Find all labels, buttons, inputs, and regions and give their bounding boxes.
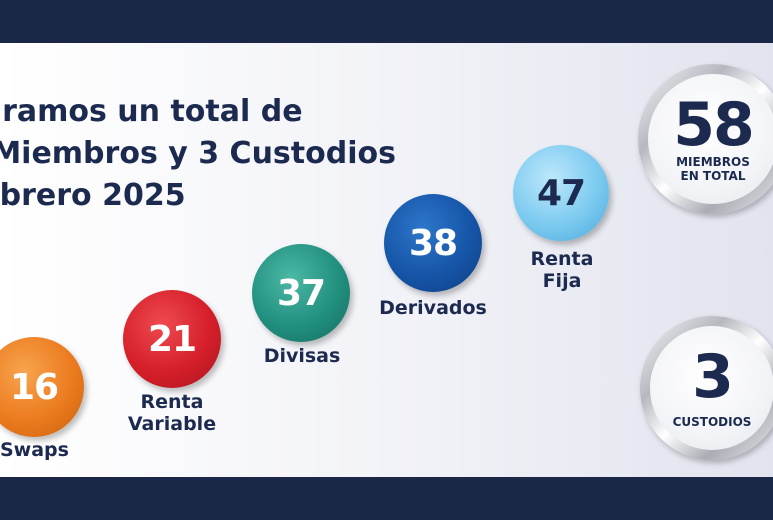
custodians-badge: 3 CUSTODIOS <box>640 316 773 460</box>
divisas-count: 37 <box>276 272 326 314</box>
renta-variable-label: Renta Variable <box>127 391 217 435</box>
renta-fija-label: Renta Fija <box>530 248 594 292</box>
divisas-label: Divisas <box>263 345 341 367</box>
renta-fija-circle: 47 <box>513 145 609 241</box>
headline-line-1: ogramos un total de <box>0 94 303 129</box>
renta-variable-circle: 21 <box>123 290 221 388</box>
swaps-circle: 16 <box>0 337 84 437</box>
content-band: ogramos un total de 8 Miembros y 3 Custo… <box>0 43 773 477</box>
renta-fija-count: 47 <box>536 172 586 214</box>
total-members-count: 58 <box>673 90 754 160</box>
headline-line-2: 8 Miembros y 3 Custodios <box>0 136 396 171</box>
headline-line-3: Febrero 2025 <box>0 178 186 213</box>
total-members-badge: 58 MIEMBROS EN TOTAL <box>638 64 773 214</box>
divisas-circle: 37 <box>252 244 350 342</box>
custodians-caption: CUSTODIOS <box>672 415 752 429</box>
derivados-count: 38 <box>408 222 458 264</box>
renta-variable-count: 21 <box>147 318 197 360</box>
derivados-circle: 38 <box>384 194 482 292</box>
derivados-label: Derivados <box>379 297 487 319</box>
custodians-count: 3 <box>692 342 734 412</box>
headline: ogramos un total de 8 Miembros y 3 Custo… <box>0 91 396 217</box>
swaps-count: 16 <box>9 366 59 408</box>
swaps-label: Swaps <box>0 439 69 461</box>
total-members-caption: MIEMBROS EN TOTAL <box>676 155 750 183</box>
